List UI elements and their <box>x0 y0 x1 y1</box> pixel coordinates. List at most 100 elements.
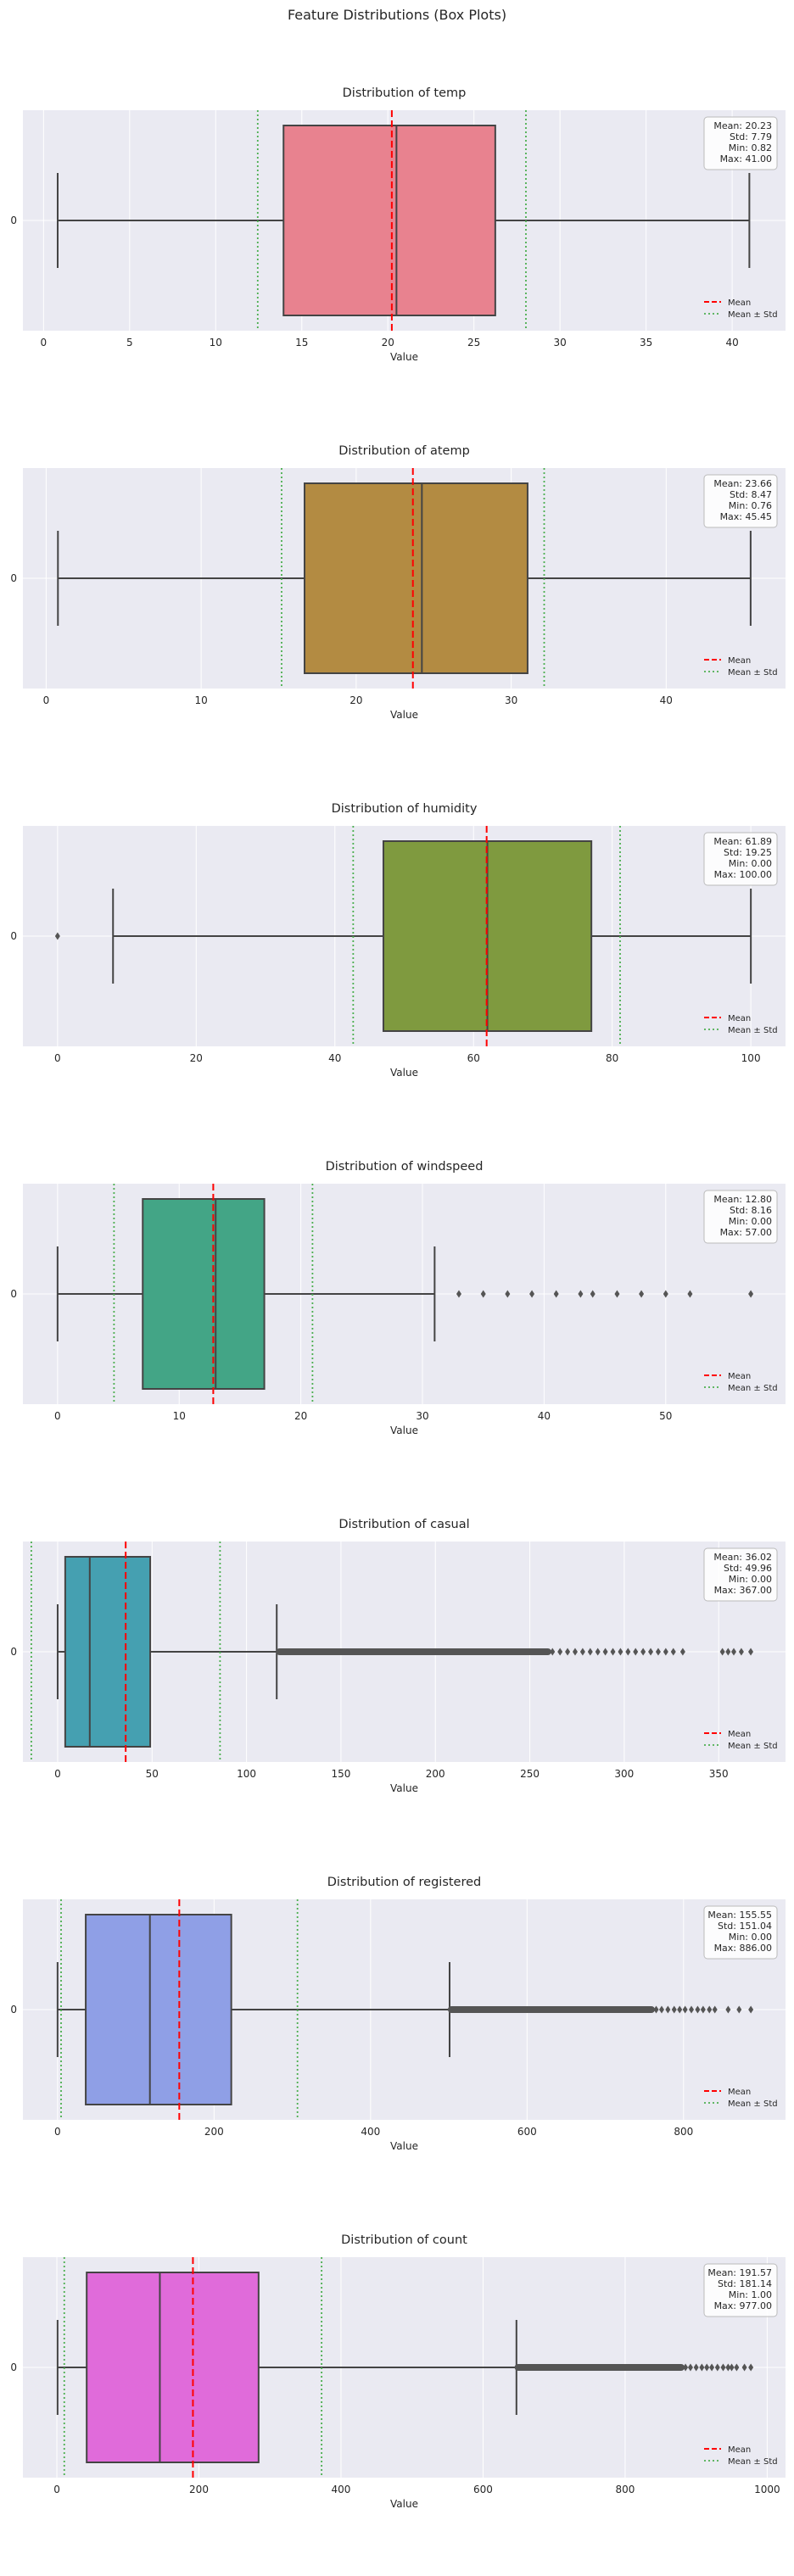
stats-text: Min: 0.76 <box>729 500 772 511</box>
flier-point <box>670 1648 676 1656</box>
x-tick-label: 0 <box>53 2484 60 2495</box>
subplot-title: Distribution of temp <box>343 86 467 100</box>
legend-std-label: Mean ± Std <box>728 2457 778 2467</box>
flier-point <box>741 2363 747 2372</box>
flier-point <box>633 1648 639 1656</box>
flier-point <box>610 1648 616 1656</box>
stats-text: Max: 886.00 <box>714 1943 772 1954</box>
x-tick-label: 400 <box>361 2126 380 2138</box>
x-tick-label: 200 <box>426 1768 445 1780</box>
x-tick-label: 100 <box>741 1052 761 1064</box>
legend-std-label: Mean ± Std <box>728 2099 778 2109</box>
flier-point <box>572 1648 578 1656</box>
x-tick-label: 0 <box>54 2126 61 2138</box>
flier-point <box>714 2363 720 2372</box>
flier-point <box>695 2005 701 2014</box>
stats-text: Std: 181.14 <box>718 2278 772 2289</box>
y-tick-label: 0 <box>10 2361 17 2373</box>
legend-mean-label: Mean <box>728 2445 751 2455</box>
legend-mean-label: Mean <box>728 1014 751 1023</box>
flier-point <box>663 1648 668 1656</box>
stats-box <box>703 1190 778 1244</box>
x-tick-label: 10 <box>173 1410 186 1422</box>
stats-text: Max: 45.45 <box>720 511 772 522</box>
legend-std-label: Mean ± Std <box>728 668 778 677</box>
y-tick-label: 0 <box>10 1288 17 1300</box>
stats-text: Std: 8.47 <box>730 489 772 500</box>
stats-text: Mean: 155.55 <box>707 1910 772 1921</box>
x-tick-label: 800 <box>674 2126 693 2138</box>
x-tick-label: 25 <box>467 337 480 348</box>
x-tick-label: 250 <box>520 1768 540 1780</box>
flier-point <box>663 1290 668 1298</box>
subplot-title: Distribution of registered <box>327 1876 482 1889</box>
y-tick-label: 0 <box>10 2004 17 2016</box>
legend-std-label: Mean ± Std <box>728 1026 778 1035</box>
y-tick-label: 0 <box>10 215 17 226</box>
flier-point <box>639 1290 645 1298</box>
subplot-6: 0 200 400 600 800 1000 Distribution of count Va… <box>10 2233 786 2510</box>
flier-point <box>671 2005 677 2014</box>
x-tick-label: 30 <box>416 1410 428 1422</box>
subplot-4: 0 50 100 150 200 250 300 350 Distribution of cas… <box>10 1518 786 1794</box>
x-tick-label: 5 <box>126 337 133 348</box>
flier-point <box>550 1648 556 1656</box>
x-tick-label: 400 <box>332 2484 351 2495</box>
stats-text: Min: 0.00 <box>729 1574 772 1585</box>
subplot-title: Distribution of count <box>341 2233 467 2247</box>
flier-point <box>719 1648 725 1656</box>
flier-point <box>618 1648 623 1656</box>
stats-text: Std: 49.96 <box>724 1563 772 1574</box>
stats-text: Mean: 12.80 <box>713 1194 772 1205</box>
stats-text: Max: 57.00 <box>720 1227 772 1238</box>
x-tick-label: 60 <box>467 1052 480 1064</box>
flier-point <box>590 1290 596 1298</box>
flier-cluster <box>447 2006 655 2013</box>
flier-point <box>579 1648 585 1656</box>
flier-point <box>748 1290 754 1298</box>
subplot-0: 0 5 10 15 20 25 30 35 40 Distribution of temp Valu… <box>10 86 786 363</box>
x-axis-label: Value <box>390 1067 418 1079</box>
x-axis-label: Value <box>390 351 418 363</box>
x-tick-label: 800 <box>615 2484 635 2495</box>
stats-box <box>703 116 778 170</box>
subplot-3: 0 10 20 30 40 50 Distribution of windspeed Valu… <box>10 1160 786 1436</box>
stats-text: Std: 151.04 <box>718 1921 772 1932</box>
x-tick-label: 0 <box>54 1410 61 1422</box>
flier-point <box>658 2005 664 2014</box>
flier-point <box>687 2363 693 2372</box>
stats-text: Max: 41.00 <box>720 153 772 164</box>
x-tick-label: 50 <box>146 1768 159 1780</box>
x-tick-label: 200 <box>204 2126 224 2138</box>
x-tick-label: 0 <box>54 1052 61 1064</box>
iqr-box <box>86 2272 260 2463</box>
stats-text: Std: 19.25 <box>724 847 772 858</box>
x-tick-label: 15 <box>295 337 308 348</box>
x-tick-label: 150 <box>331 1768 350 1780</box>
flier-point <box>689 2005 695 2014</box>
legend-mean-label: Mean <box>728 1372 751 1381</box>
x-tick-label: 1000 <box>754 2484 780 2495</box>
flier-point <box>748 1648 754 1656</box>
x-axis-label: Value <box>390 2140 418 2152</box>
flier-point <box>748 2005 754 2014</box>
flier-point <box>480 1290 486 1298</box>
x-tick-label: 40 <box>538 1410 551 1422</box>
flier-point <box>700 2005 706 2014</box>
iqr-box <box>304 482 528 674</box>
x-tick-label: 10 <box>210 337 222 348</box>
flier-point <box>704 2363 710 2372</box>
x-tick-label: 200 <box>189 2484 209 2495</box>
subplots: 0 5 10 15 20 25 30 35 40 Distribution of temp Valu… <box>10 86 786 2510</box>
stats-box <box>703 1547 778 1602</box>
flier-point <box>720 2363 726 2372</box>
x-tick-label: 35 <box>640 337 652 348</box>
flier-point <box>699 2363 705 2372</box>
flier-point <box>655 1648 661 1656</box>
stats-text: Min: 0.00 <box>729 1216 772 1227</box>
figure-suptitle: Feature Distributions (Box Plots) <box>288 7 506 23</box>
flier-point <box>736 2005 742 2014</box>
flier-point <box>712 2005 718 2014</box>
y-tick-label: 0 <box>10 1646 17 1658</box>
x-tick-label: 40 <box>725 337 738 348</box>
